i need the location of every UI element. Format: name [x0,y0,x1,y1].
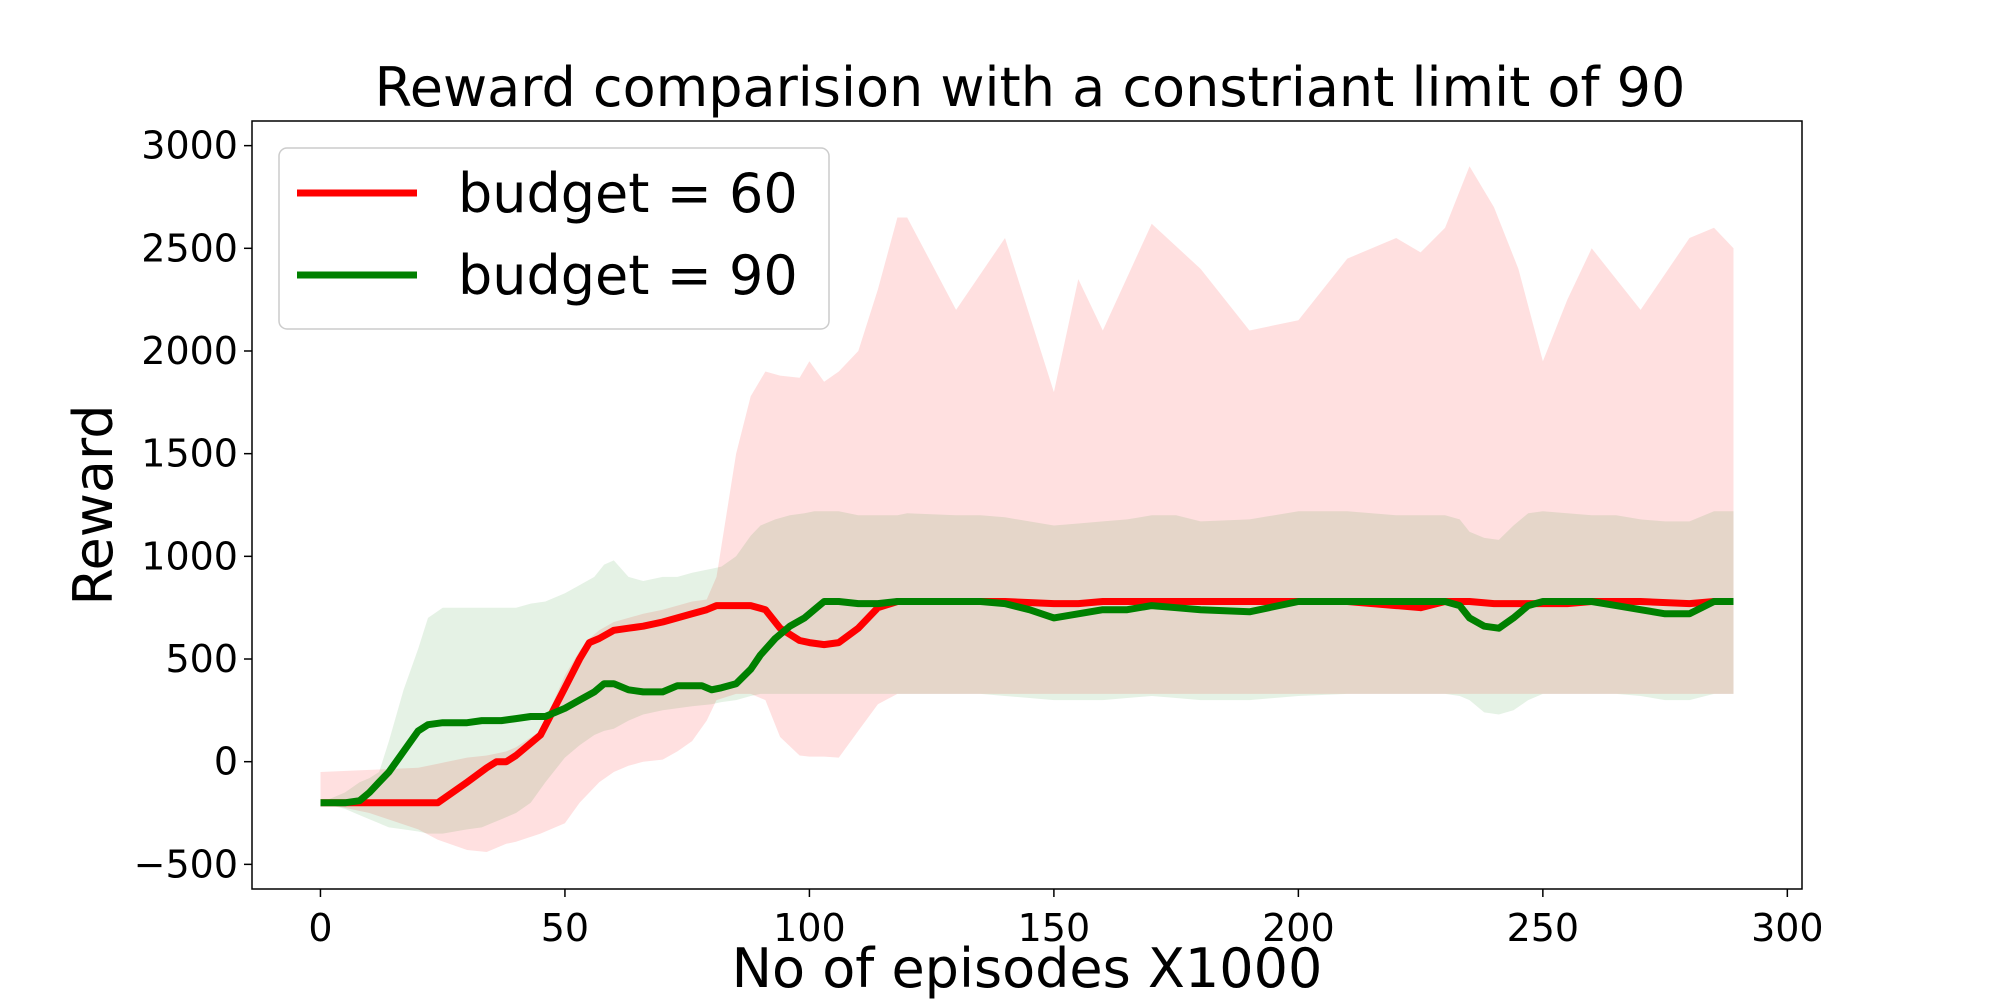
y-axis: −500 0 500 1000 1500 2000 2500 3000 [134,124,252,886]
chart-title: Reward comparision with a constriant lim… [375,56,1686,119]
y-tick-label: 500 [165,637,238,681]
band-budget-90 [320,511,1734,834]
y-tick-label: 2000 [141,329,238,373]
y-tick-label: −500 [134,842,238,886]
x-axis: 0 50 100 150 200 250 300 [308,889,1824,950]
legend-label-budget-60: budget = 60 [458,162,798,225]
confidence-bands [320,166,1734,852]
x-tick-label: 150 [1018,906,1091,950]
y-tick-label: 0 [214,740,238,784]
x-axis-label: No of episodes X1000 [732,937,1323,1000]
band-budget-60 [320,166,1734,852]
x-tick-label: 200 [1262,906,1335,950]
x-tick-label: 100 [773,906,846,950]
plot-frame [251,120,1803,890]
x-tick-label: 300 [1751,906,1824,950]
line-budget-90 [320,598,1734,807]
legend: budget = 60 budget = 90 [278,147,830,330]
y-tick-label: 3000 [141,124,238,168]
y-tick-label: 1500 [141,432,238,476]
series-lines [320,598,1734,807]
x-tick-label: 50 [541,906,589,950]
y-tick-label: 1000 [141,534,238,578]
y-axis-label: Reward [62,404,125,605]
y-tick-label: 2500 [141,226,238,270]
x-tick-label: 0 [308,906,332,950]
legend-label-budget-90: budget = 90 [458,244,798,307]
line-budget-60 [320,598,1734,807]
x-tick-label: 250 [1507,906,1580,950]
